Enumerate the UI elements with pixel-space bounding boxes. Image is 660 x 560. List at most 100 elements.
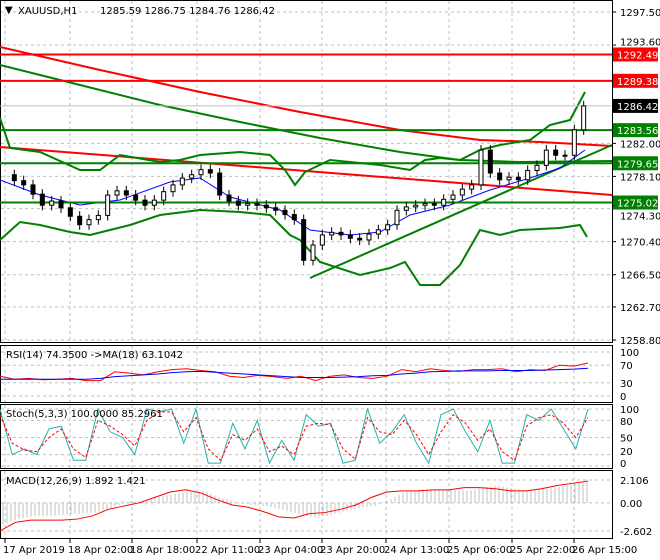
candle bbox=[263, 204, 269, 209]
candle bbox=[217, 172, 223, 196]
candle bbox=[282, 209, 288, 216]
price-level-label: 1292.49 bbox=[617, 50, 658, 61]
candle bbox=[469, 184, 475, 190]
candle bbox=[506, 176, 512, 181]
candle bbox=[30, 184, 36, 195]
stoch-title: Stoch(5,3,3) 100.0000 85.2961 bbox=[6, 409, 163, 420]
x-tick-label: 25 Apr 06:00 bbox=[447, 545, 512, 556]
candle bbox=[245, 203, 251, 206]
indicator-tick-label: 0.00 bbox=[620, 499, 642, 510]
indicator-tick-label: 20 bbox=[620, 447, 633, 458]
chart-symbol: XAUUSD,H1 bbox=[18, 6, 77, 17]
candle bbox=[39, 193, 45, 206]
stoch-main-line bbox=[0, 407, 589, 465]
candle bbox=[301, 219, 307, 261]
indicator-tick-label: 0 bbox=[620, 392, 626, 403]
candle bbox=[375, 229, 381, 235]
candle bbox=[422, 203, 428, 206]
candle bbox=[459, 188, 465, 196]
candle bbox=[161, 191, 167, 201]
triangle-down-icon[interactable]: ▼ bbox=[5, 5, 13, 16]
candle bbox=[254, 203, 260, 206]
price-tick-label: 1270.40 bbox=[620, 238, 660, 249]
candle bbox=[235, 200, 241, 206]
candle bbox=[133, 194, 139, 201]
candle bbox=[170, 184, 176, 193]
indicator-tick-label: 30 bbox=[620, 379, 633, 390]
x-tick-label: 23 Apr 20:00 bbox=[320, 545, 385, 556]
candle bbox=[525, 169, 531, 181]
price-tick-label: 1266.50 bbox=[620, 271, 660, 282]
indicator-tick-label: 80 bbox=[620, 417, 633, 428]
candle bbox=[95, 214, 101, 221]
candle bbox=[11, 174, 17, 182]
candle bbox=[142, 199, 148, 206]
candle bbox=[515, 176, 521, 181]
macd-title: MACD(12,26,9) 1.892 1.421 bbox=[6, 476, 146, 487]
indicator-tick-label: 0 bbox=[620, 459, 626, 470]
macd-panel-border bbox=[0, 470, 613, 539]
x-tick-label: 26 Apr 15:00 bbox=[572, 545, 637, 556]
candle bbox=[207, 169, 213, 174]
x-tick-label: 18 Apr 02:00 bbox=[68, 545, 133, 556]
candle bbox=[403, 206, 409, 211]
indicator-tick-label: 100 bbox=[620, 348, 639, 359]
price-tick-label: 1282.00 bbox=[620, 139, 660, 150]
candle bbox=[291, 214, 297, 221]
green-trendline bbox=[309, 144, 613, 279]
bollinger-upper bbox=[0, 91, 586, 187]
x-tick-label: 17 Apr 2019 bbox=[3, 545, 65, 556]
price-level-label: 1279.65 bbox=[617, 159, 658, 170]
candle bbox=[189, 174, 195, 179]
candle bbox=[571, 129, 577, 156]
candle bbox=[319, 234, 325, 246]
bollinger-lower bbox=[0, 208, 588, 286]
candle bbox=[347, 234, 353, 239]
candle bbox=[226, 194, 232, 202]
candle bbox=[487, 149, 493, 174]
stoch-panel-border bbox=[0, 404, 613, 469]
candle bbox=[151, 199, 157, 206]
indicator-tick-label: 100 bbox=[620, 405, 639, 416]
candle bbox=[543, 149, 549, 166]
price-tick-label: 1258.80 bbox=[620, 336, 660, 347]
candle bbox=[77, 215, 83, 226]
price-tick-label: 1297.50 bbox=[620, 8, 660, 19]
candle bbox=[49, 200, 55, 206]
candle bbox=[450, 194, 456, 200]
candle bbox=[114, 190, 120, 196]
candle bbox=[105, 194, 111, 216]
indicator-tick-label: 50 bbox=[620, 434, 633, 445]
candle bbox=[329, 231, 335, 236]
candle bbox=[21, 180, 27, 186]
main-panel-border bbox=[0, 0, 613, 343]
candle bbox=[553, 149, 559, 156]
price-tick-label: 1274.30 bbox=[620, 212, 660, 223]
candle bbox=[198, 169, 204, 176]
candle bbox=[86, 219, 92, 226]
candle bbox=[58, 200, 64, 209]
candle bbox=[179, 177, 185, 186]
price-level-label: 1286.42 bbox=[617, 102, 658, 113]
candle bbox=[123, 190, 129, 196]
candle bbox=[338, 231, 344, 236]
candle bbox=[581, 105, 587, 131]
chart-ohlc: 1285.59 1286.75 1284.76 1286.42 bbox=[100, 6, 275, 17]
x-tick-label: 23 Apr 04:00 bbox=[258, 545, 323, 556]
price-level-badge bbox=[613, 156, 658, 171]
candle bbox=[273, 207, 279, 211]
x-tick-label: 18 Apr 18:00 bbox=[130, 545, 195, 556]
price-tick-label: 1293.60 bbox=[620, 37, 660, 48]
price-level-badge bbox=[613, 195, 658, 210]
x-tick-label: 22 Apr 11:00 bbox=[195, 545, 260, 556]
candle bbox=[478, 149, 484, 186]
price-level-label: 1283.56 bbox=[617, 126, 658, 137]
candle bbox=[366, 233, 372, 241]
x-tick-label: 25 Apr 22:00 bbox=[510, 545, 575, 556]
price-level-label: 1275.02 bbox=[617, 199, 658, 210]
indicator-tick-label: -2.602 bbox=[620, 527, 652, 538]
candle bbox=[413, 204, 419, 208]
candle bbox=[67, 207, 73, 217]
